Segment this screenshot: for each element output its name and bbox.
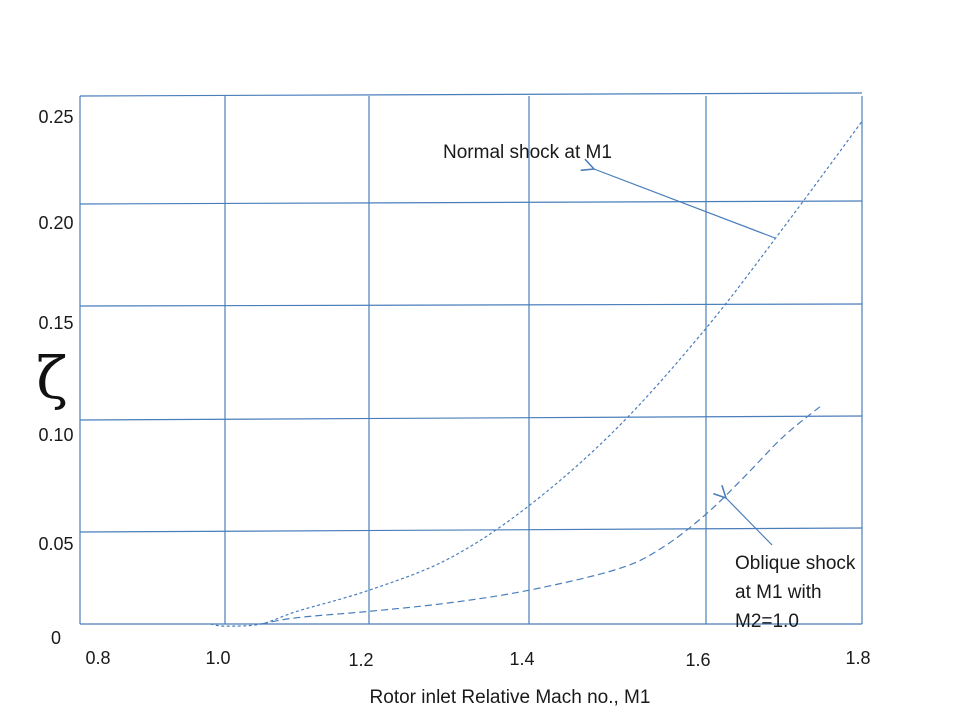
- x-tick-label: 1.8: [845, 648, 870, 668]
- y-tick-label: 0.15: [38, 313, 73, 333]
- y-tick-label: 0.05: [38, 534, 73, 554]
- x-tick-label: 1.2: [348, 650, 373, 670]
- annotation-normal-shock: Normal shock at M1: [443, 142, 612, 163]
- series-line-normal-shock: [210, 120, 863, 627]
- annotation-oblique-shock-line: M2=1.0: [735, 611, 799, 632]
- y-tick-label: 0.10: [38, 425, 73, 445]
- y-axis-title: ζ: [36, 344, 67, 412]
- h-gridline: [79, 200, 863, 205]
- series-layer: [210, 120, 863, 627]
- y-tick-label: 0: [51, 628, 61, 648]
- h-gridline: [79, 415, 863, 421]
- y-tick-labels: 0 0.05 0.10 0.15 0.20 0.25: [38, 107, 73, 648]
- y-tick-label: 0.20: [38, 213, 73, 233]
- annotation-arrow: [726, 498, 773, 546]
- annotation-oblique-shock-line: Oblique shock: [735, 553, 856, 574]
- y-tick-label: 0.25: [38, 107, 73, 127]
- h-gridline: [79, 527, 863, 533]
- x-tick-label: 1.0: [205, 648, 230, 668]
- h-gridline: [79, 92, 863, 97]
- x-tick-labels: 0.8 1.0 1.2 1.4 1.6 1.8: [85, 648, 870, 670]
- annotation-oblique-shock-line: at M1 with: [735, 582, 822, 603]
- x-tick-label: 1.6: [685, 650, 710, 670]
- h-gridline: [79, 303, 863, 307]
- annotations: Normal shock at M1 Oblique shock at M1 wit…: [443, 142, 856, 632]
- x-axis-title: Rotor inlet Relative Mach no., M1: [370, 687, 651, 708]
- grid: [79, 92, 863, 625]
- series-line-oblique-shock: [260, 403, 824, 625]
- x-tick-label: 1.4: [509, 649, 534, 669]
- annotation-arrow: [594, 169, 776, 239]
- x-tick-label: 0.8: [85, 648, 110, 668]
